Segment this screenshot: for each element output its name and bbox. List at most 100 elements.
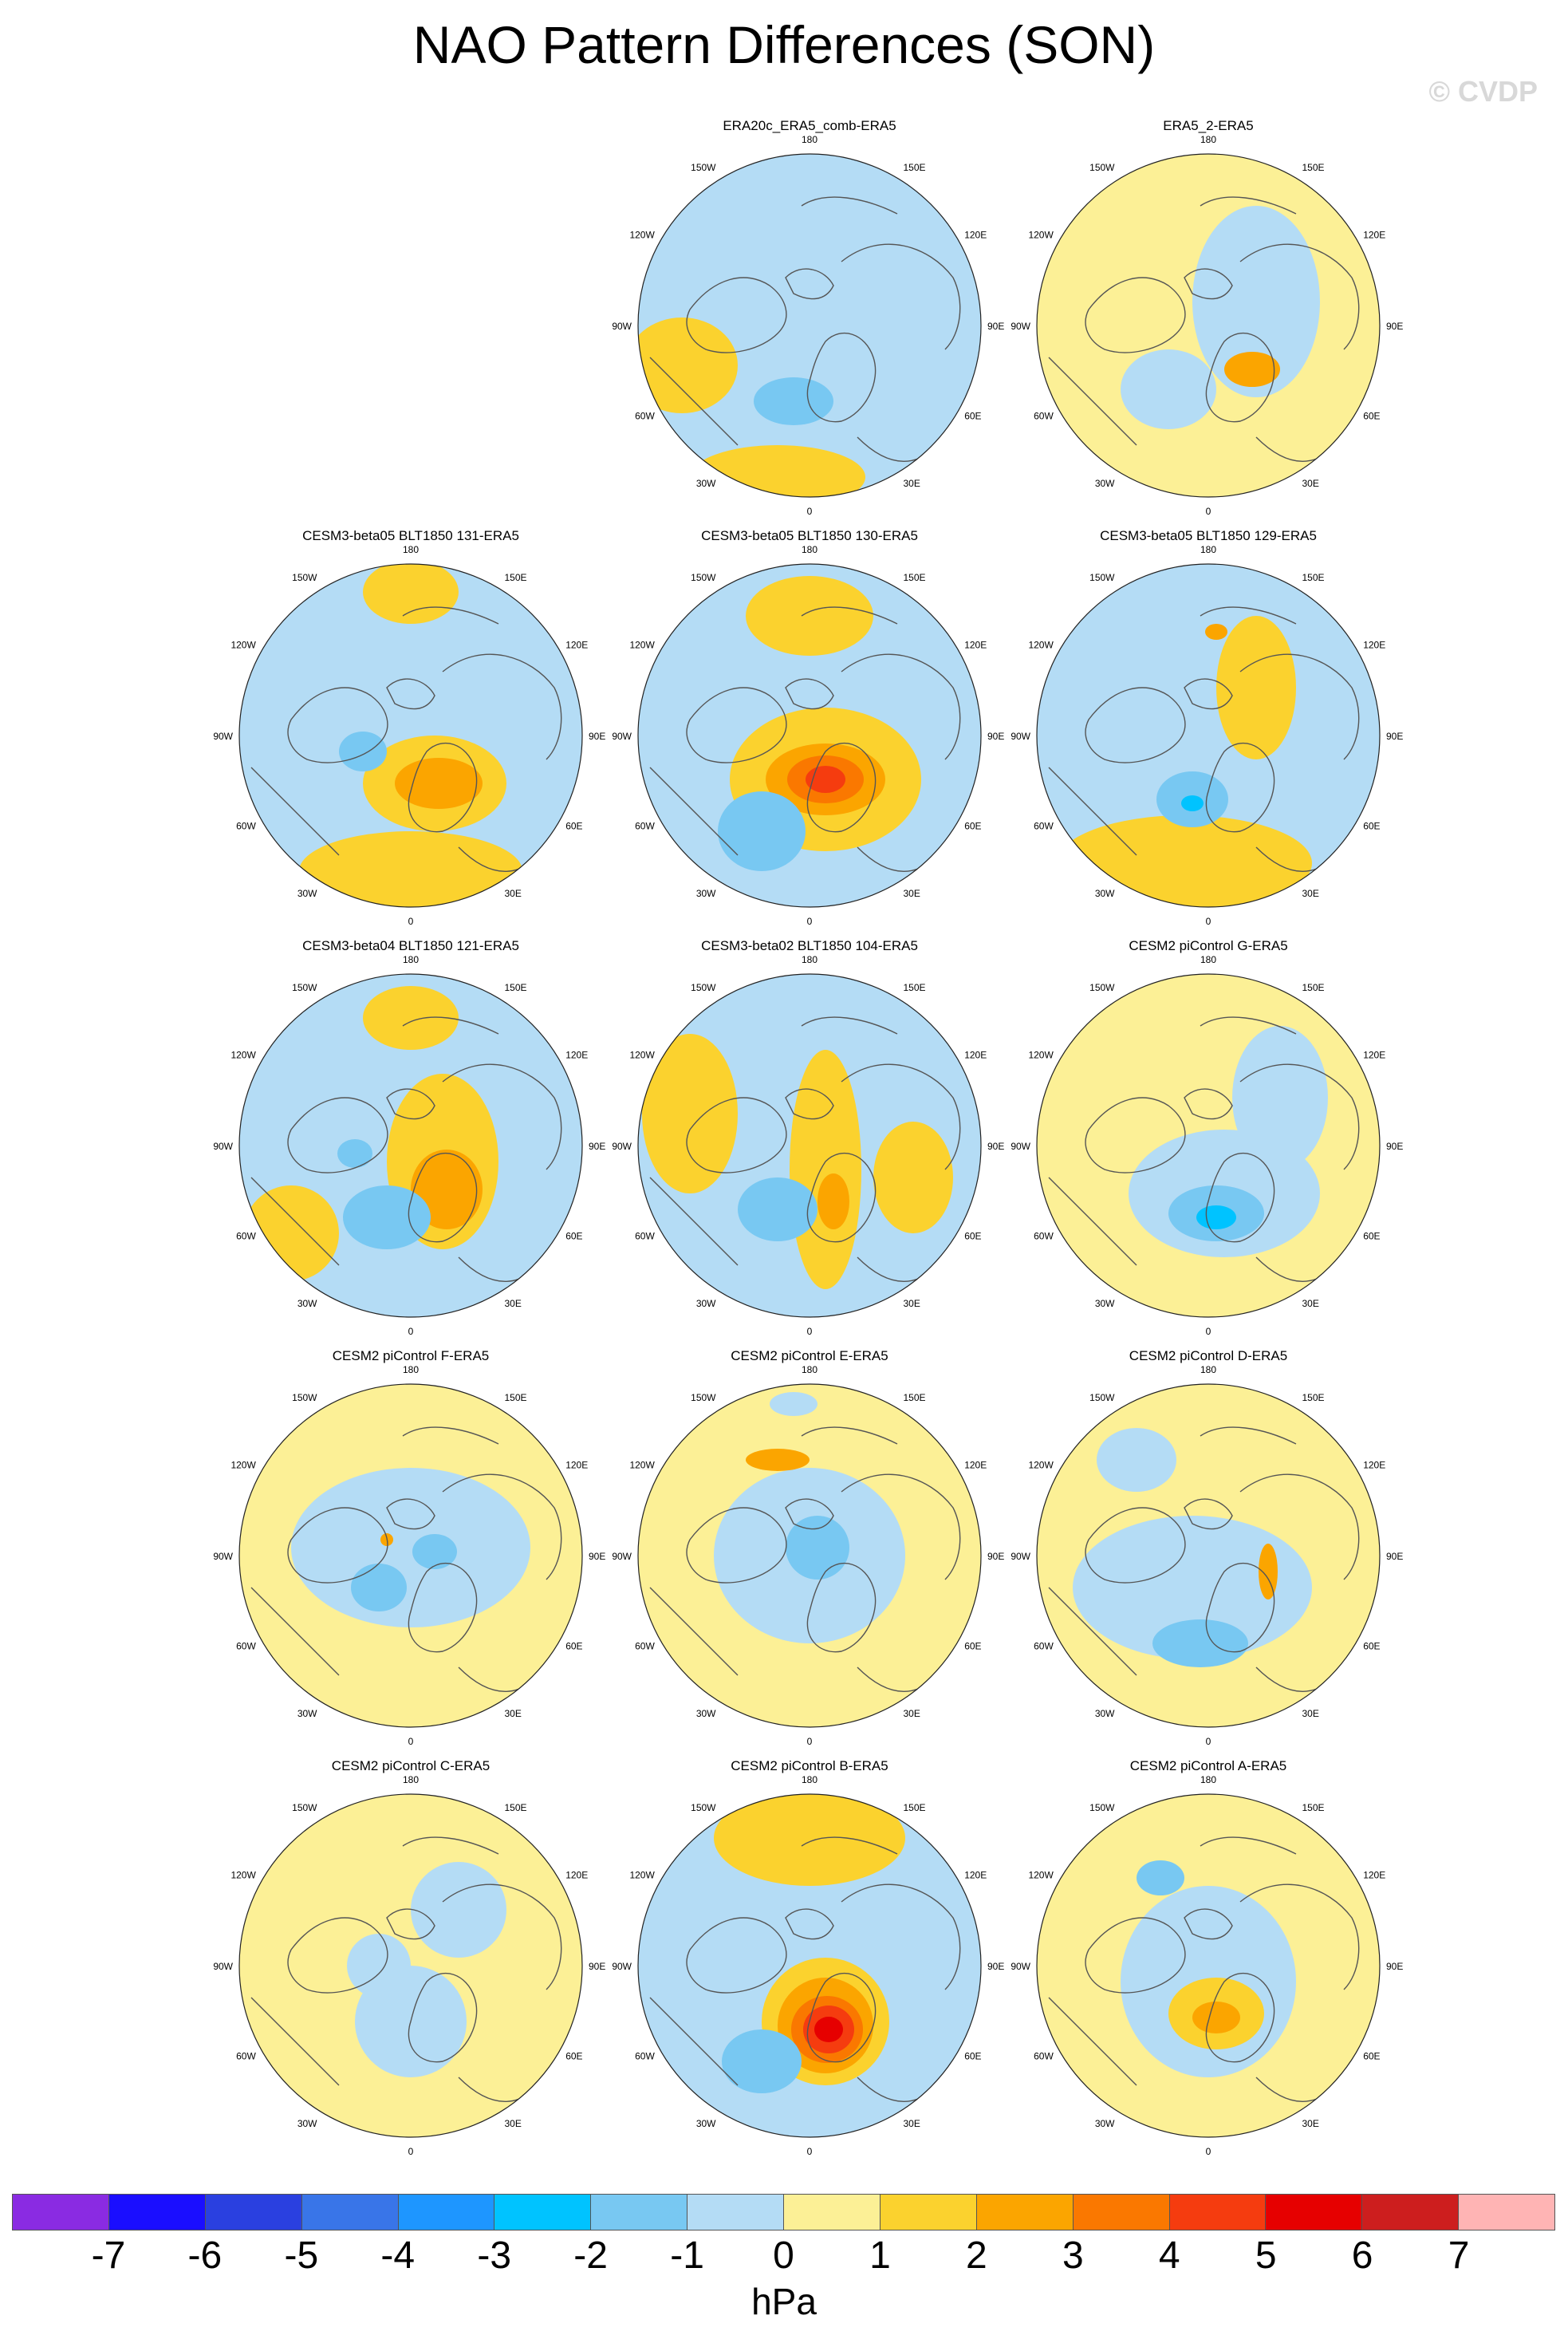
longitude-label: 150W	[1089, 572, 1115, 583]
coastline	[287, 1507, 388, 1584]
longitude-label: 30W	[297, 2118, 317, 2129]
longitude-label: 60E	[1363, 1231, 1380, 1242]
coastline	[1239, 243, 1360, 350]
polar-map: 180 0 90W 90E 150W 120W 30W 60W 150E 120E 30E 60E	[1011, 954, 1403, 1337]
coastline	[686, 1917, 787, 1994]
colorbar-swatch	[1169, 2195, 1267, 2230]
coastline	[408, 1973, 478, 2063]
colorbar-tick-label: 0	[773, 2234, 794, 2277]
coastline	[686, 277, 787, 353]
colorbar-swatch	[398, 2195, 495, 2230]
anomaly-contour	[1121, 349, 1216, 429]
panel-title: CESM2 piControl B-ERA5	[731, 1758, 888, 1773]
longitude-label: 30E	[505, 1708, 522, 1719]
coastline	[806, 743, 877, 833]
anomaly-contour	[411, 1862, 506, 1958]
anomaly-contour	[351, 1564, 407, 1611]
coastline	[1239, 1883, 1360, 1990]
longitude-label: 90E	[1386, 731, 1403, 742]
map-border	[637, 153, 982, 498]
longitude-label: 90E	[1386, 1141, 1403, 1152]
longitude-label: 60E	[964, 2051, 981, 2062]
longitude-label: 90W	[1011, 1141, 1030, 1152]
longitude-label: 90W	[612, 1551, 632, 1562]
figure-title: NAO Pattern Differences (SON)	[412, 15, 1156, 74]
longitude-label: 30E	[1302, 2118, 1319, 2129]
coastline	[408, 1563, 478, 1653]
longitude-label: 30E	[1302, 888, 1319, 899]
longitude-label: 90E	[987, 1141, 1004, 1152]
coastline	[649, 1177, 739, 1266]
coastline	[1048, 1177, 1137, 1266]
longitude-label: 150E	[505, 572, 527, 583]
anomaly-contour	[337, 1139, 372, 1168]
colorbar-swatch	[108, 2195, 206, 2230]
coastline	[1085, 1097, 1186, 1173]
longitude-label: 120W	[230, 640, 256, 651]
longitude-label: 60E	[964, 1641, 981, 1652]
panel-title: CESM2 piControl D-ERA5	[1129, 1348, 1288, 1363]
longitude-label: 120E	[964, 1870, 987, 1881]
coastline	[402, 1426, 499, 1445]
longitude-label: 120E	[1363, 1050, 1385, 1061]
longitude-label: 30E	[505, 2118, 522, 2129]
longitude-label: 60W	[635, 2051, 655, 2062]
polar-map: 180 0 90W 90E 150W 120W 30W 60W 150E 120E 30E 60E	[612, 954, 1004, 1337]
longitude-label: 180	[403, 1364, 419, 1375]
longitude-label: 30E	[505, 888, 522, 899]
longitude-label: 120E	[1363, 1870, 1385, 1881]
coastline	[1085, 277, 1186, 353]
longitude-label: 120W	[1028, 1460, 1054, 1471]
anomaly-contour	[395, 758, 483, 809]
colorbar-tick-label: -7	[91, 2234, 126, 2277]
longitude-label: 150W	[1089, 1802, 1115, 1813]
map-border	[1036, 973, 1381, 1318]
longitude-label: 90W	[1011, 1961, 1030, 1972]
longitude-label: 60E	[1363, 1641, 1380, 1652]
longitude-label: 90E	[589, 731, 605, 742]
colorbar-tick-label: -4	[380, 2234, 416, 2277]
map-border	[238, 973, 583, 1318]
longitude-label: 60E	[565, 821, 582, 832]
longitude-label: 120E	[565, 1050, 588, 1061]
anomaly-contour	[718, 791, 806, 871]
panel-title: CESM3-beta02 BLT1850 104-ERA5	[701, 938, 918, 953]
colorbar-swatch	[1266, 2195, 1363, 2230]
longitude-label: 30E	[1302, 478, 1319, 489]
longitude-label: 120W	[230, 1460, 256, 1471]
longitude-label: 0	[807, 916, 813, 927]
longitude-label: 90E	[589, 1961, 605, 1972]
anomaly-contour	[363, 564, 459, 624]
panel-title: CESM2 piControl F-ERA5	[332, 1348, 490, 1363]
coastline	[287, 1917, 388, 1994]
coastline	[1085, 1507, 1186, 1584]
coastline	[1205, 1563, 1275, 1653]
colorbar-swatch	[591, 2195, 688, 2230]
longitude-label: 60W	[1034, 1231, 1054, 1242]
colorbar-swatch	[976, 2195, 1074, 2230]
longitude-label: 0	[1206, 506, 1211, 517]
anomaly-contour	[638, 318, 738, 413]
anomaly-contour	[339, 732, 387, 771]
longitude-label: 180	[1200, 544, 1216, 555]
longitude-label: 120E	[964, 230, 987, 241]
longitude-label: 180	[802, 1774, 817, 1785]
panel-title: ERA5_2-ERA5	[1163, 118, 1254, 133]
anomaly-contour	[1192, 2002, 1240, 2033]
coastline	[785, 1498, 834, 1530]
coastline	[785, 1908, 834, 1940]
anomaly-contour	[642, 1034, 738, 1193]
coastline	[442, 1883, 562, 1990]
longitude-label: 60E	[565, 1231, 582, 1242]
longitude-label: 0	[408, 2146, 414, 2157]
anomaly-contour	[1097, 1428, 1176, 1492]
longitude-label: 90E	[589, 1141, 605, 1152]
colorbar-tick-label: 7	[1448, 2234, 1470, 2277]
longitude-label: 30E	[505, 1298, 522, 1309]
coastline	[386, 1088, 435, 1120]
anomaly-contour	[814, 2017, 843, 2042]
longitude-label: 60W	[236, 2051, 256, 2062]
longitude-label: 120W	[629, 640, 655, 651]
anomaly-contour	[746, 1449, 810, 1471]
colorbar-tick-label: -2	[573, 2234, 608, 2277]
